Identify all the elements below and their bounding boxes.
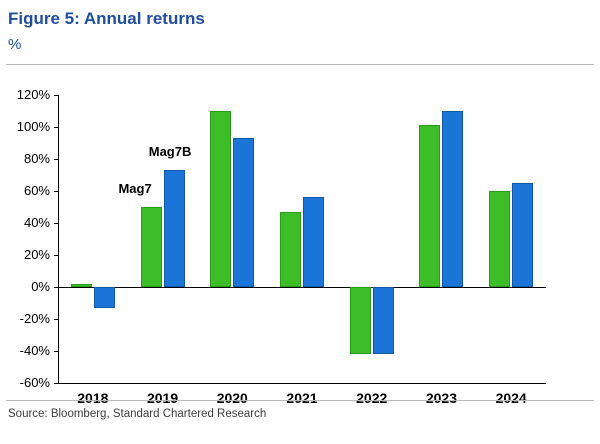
- x-axis-label-2019: 2019: [146, 390, 179, 406]
- y-axis-label: 80%: [23, 151, 50, 166]
- y-axis-tick: [54, 127, 58, 128]
- bar-Mag7-2023: [419, 125, 441, 287]
- bottom-divider: [6, 400, 594, 401]
- y-axis-tick: [54, 159, 58, 160]
- y-axis-label: 20%: [23, 247, 50, 262]
- bar-Mag7B-2022: [372, 287, 394, 355]
- x-axis-label-2021: 2021: [286, 390, 318, 406]
- unit-label: %: [8, 36, 22, 53]
- x-axis-label-2018: 2018: [77, 390, 109, 406]
- page-title: Figure 5: Annual returns: [8, 9, 205, 28]
- y-axis-label: -20%: [19, 311, 50, 326]
- y-axis-label: 100%: [16, 119, 50, 134]
- bar-Mag7-2024: [489, 191, 511, 287]
- y-axis-tick: [54, 383, 58, 384]
- y-axis-tick: [54, 191, 58, 192]
- y-axis-tick: [54, 287, 58, 288]
- x-axis-label-2020: 2020: [216, 390, 248, 406]
- y-axis-line: [58, 95, 59, 383]
- top-divider: [6, 64, 594, 65]
- y-axis-label: 40%: [23, 215, 50, 230]
- bar-Mag7-2020: [210, 111, 232, 287]
- bar-Mag7-2018: [70, 283, 92, 287]
- bar-Mag7-2019: [140, 207, 162, 287]
- source-text: Source: Bloomberg, Standard Chartered Re…: [8, 408, 267, 420]
- y-axis-label: 60%: [23, 183, 50, 198]
- y-axis-tick: [54, 319, 58, 320]
- series-label-Mag7: Mag7: [118, 181, 152, 196]
- y-axis-label: 0%: [31, 279, 50, 294]
- bar-Mag7-2022: [349, 287, 371, 355]
- bar-Mag7B-2023: [442, 111, 464, 287]
- y-axis-tick: [54, 223, 58, 224]
- y-axis-tick: [54, 255, 58, 256]
- bar-Mag7B-2020: [233, 138, 255, 287]
- y-axis-tick: [54, 95, 58, 96]
- y-axis-label: -40%: [19, 343, 50, 358]
- y-axis-tick: [54, 351, 58, 352]
- zero-baseline: [58, 287, 546, 288]
- bar-Mag7B-2024: [512, 183, 534, 287]
- y-axis-label: 120%: [16, 87, 50, 102]
- bar-Mag7-2021: [280, 211, 301, 287]
- x-axis-label-2023: 2023: [425, 390, 457, 406]
- bar-Mag7B-2019: [163, 170, 185, 287]
- x-axis-line: [58, 383, 546, 384]
- bar-Mag7B-2021: [303, 197, 324, 287]
- x-axis-label-2022: 2022: [356, 390, 388, 406]
- series-label-Mag7B: Mag7B: [148, 144, 192, 160]
- bar-Mag7B-2018: [93, 287, 115, 308]
- y-axis-label: -60%: [19, 375, 50, 390]
- x-axis-label-2024: 2024: [495, 390, 527, 406]
